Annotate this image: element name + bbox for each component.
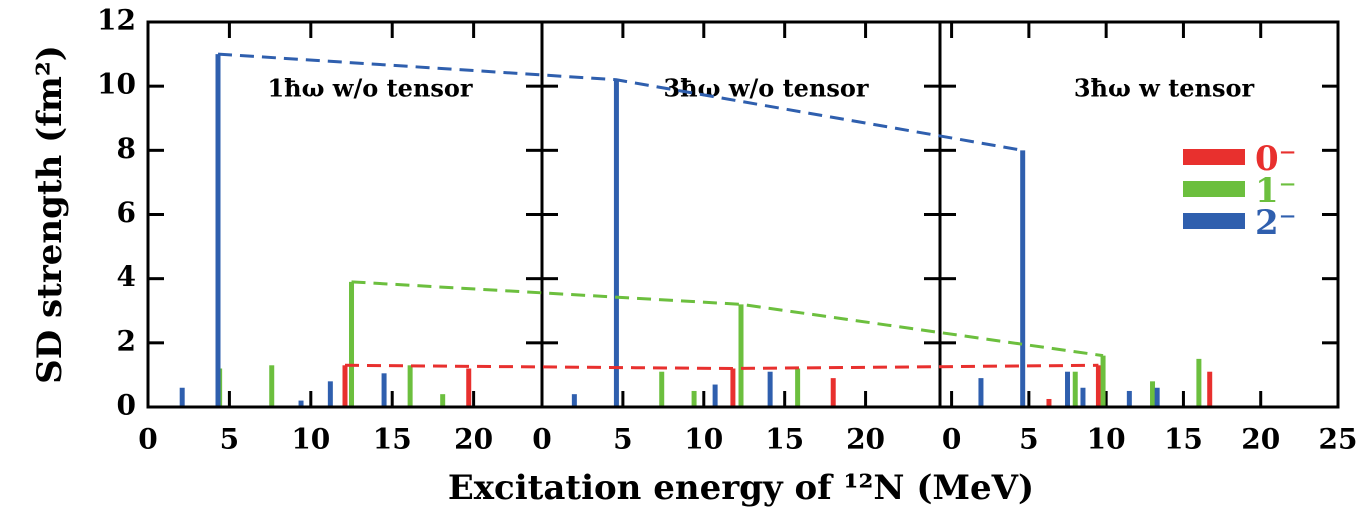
panel-frame [938,20,1340,409]
x-tick-label: 25 [1319,423,1358,456]
x-tick-label: 5 [613,423,632,456]
peak-link [344,363,1099,371]
y-tick-label: 12 [97,4,136,37]
x-tick-label: 20 [1241,423,1280,456]
legend-swatch [1183,213,1245,229]
y-tick-label: 8 [117,132,136,165]
legend-swatch [1183,181,1245,197]
x-tick-label: 15 [765,423,804,456]
x-tick-label: 10 [1087,423,1126,456]
y-tick-label: 0 [117,389,136,422]
legend-label: 0⁻ [1255,139,1297,179]
legend-label: 2⁻ [1255,203,1297,243]
peak-link [217,52,1023,152]
x-tick-label: 10 [291,423,330,456]
x-tick-label: 0 [532,423,551,456]
y-tick-label: 4 [117,260,136,293]
legend-label: 1⁻ [1255,171,1297,211]
x-tick-label: 5 [1019,423,1038,456]
legend-swatch [1183,149,1245,165]
x-tick-label: 20 [846,423,885,456]
peak-link [351,280,1104,358]
x-tick-label: 0 [942,423,961,456]
x-tick-label: 15 [373,423,412,456]
x-axis-label: Excitation energy of ¹²N (MeV) [448,468,1034,508]
y-axis-label: SD strength (fm²) [30,45,70,384]
x-tick-label: 15 [1164,423,1203,456]
panel-title: 3ħω w tensor [1074,74,1255,103]
y-tick-label: 10 [97,68,136,101]
y-tick-label: 6 [117,196,136,229]
x-tick-label: 5 [220,423,239,456]
panel-title: 3ħω w/o tensor [663,74,868,103]
x-tick-label: 0 [138,423,157,456]
y-tick-label: 2 [117,324,136,357]
panel-title: 1ħω w/o tensor [267,74,472,103]
x-tick-label: 10 [684,423,723,456]
x-tick-label: 20 [454,423,493,456]
